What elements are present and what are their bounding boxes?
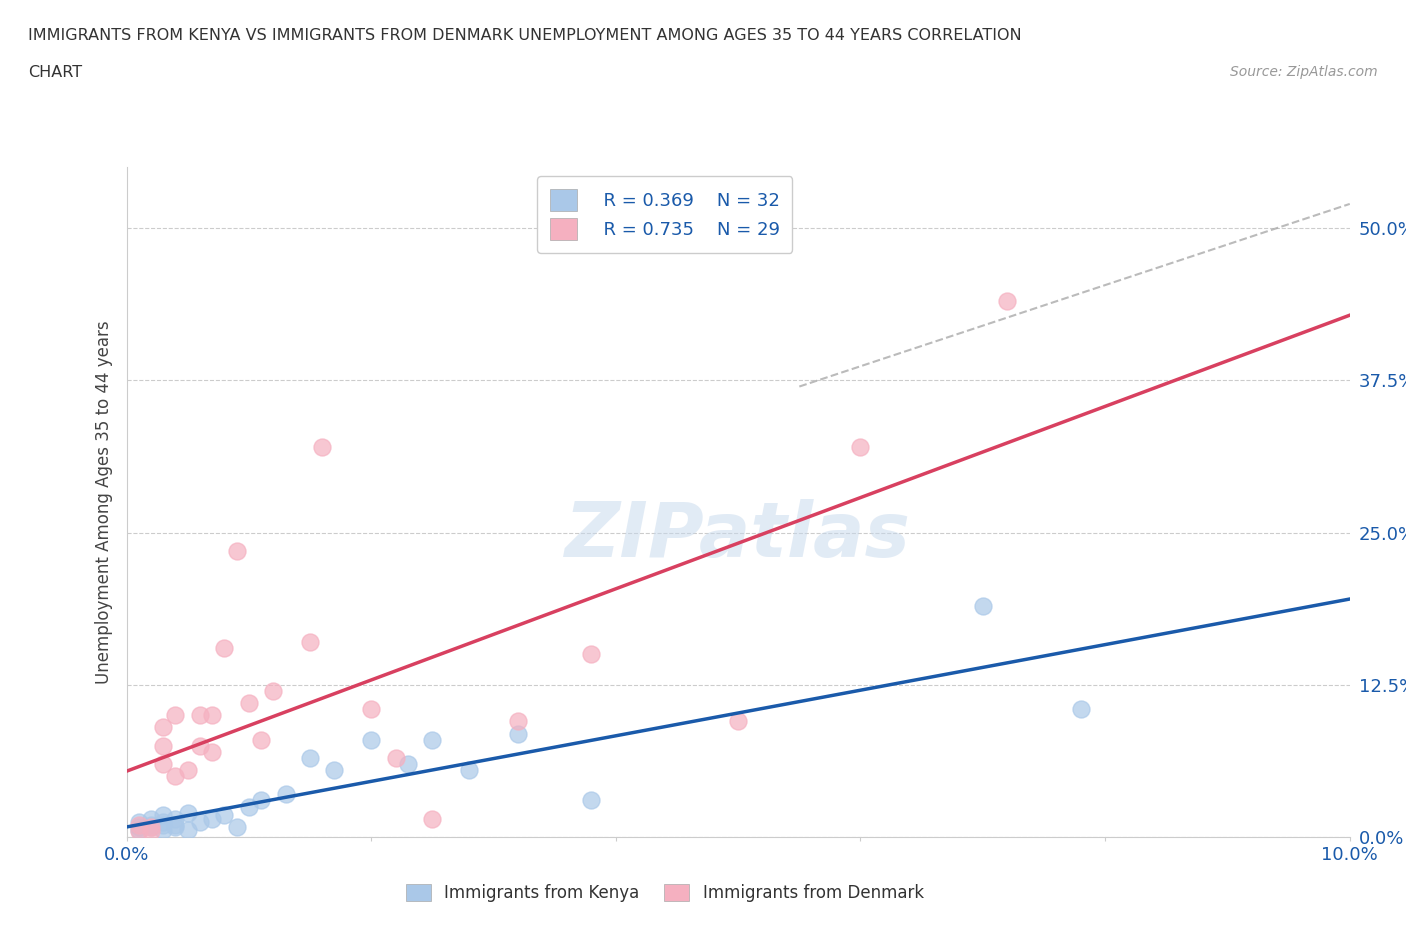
Point [727, 714, 749, 729]
Point [506, 726, 529, 741]
Legend: Immigrants from Kenya, Immigrants from Denmark: Immigrants from Kenya, Immigrants from D… [399, 878, 931, 909]
Point [128, 815, 150, 830]
Point [188, 738, 211, 753]
Point [299, 635, 322, 650]
Point [360, 702, 382, 717]
Point [214, 641, 236, 656]
Point [152, 756, 174, 771]
Text: ZIPatlas: ZIPatlas [565, 498, 911, 573]
Point [139, 817, 162, 832]
Point [422, 811, 444, 826]
Point [299, 751, 322, 765]
Point [188, 815, 211, 830]
Point [311, 440, 333, 455]
Point [972, 598, 994, 613]
Point [238, 696, 260, 711]
Point [274, 787, 297, 802]
Point [165, 817, 187, 832]
Text: CHART: CHART [28, 65, 82, 80]
Point [849, 440, 872, 455]
Point [995, 294, 1018, 309]
Point [458, 763, 481, 777]
Point [128, 820, 150, 835]
Point [165, 820, 187, 835]
Point [422, 732, 444, 747]
Point [238, 799, 260, 814]
Y-axis label: Unemployment Among Ages 35 to 44 years: Unemployment Among Ages 35 to 44 years [94, 321, 112, 684]
Point [225, 820, 247, 835]
Text: Source: ZipAtlas.com: Source: ZipAtlas.com [1230, 65, 1378, 79]
Point [188, 708, 211, 723]
Point [165, 708, 187, 723]
Point [152, 815, 174, 830]
Point [152, 817, 174, 832]
Point [384, 751, 406, 765]
Point [177, 822, 200, 837]
Point [139, 820, 162, 835]
Point [201, 744, 224, 759]
Point [128, 823, 150, 838]
Point [165, 769, 187, 784]
Text: IMMIGRANTS FROM KENYA VS IMMIGRANTS FROM DENMARK UNEMPLOYMENT AMONG AGES 35 TO 4: IMMIGRANTS FROM KENYA VS IMMIGRANTS FROM… [28, 28, 1022, 43]
Point [152, 720, 174, 735]
Point [323, 763, 346, 777]
Point [581, 647, 603, 662]
Point [250, 732, 273, 747]
Point [128, 817, 150, 832]
Point [139, 820, 162, 835]
Point [201, 811, 224, 826]
Point [214, 807, 236, 822]
Point [581, 793, 603, 808]
Point [506, 714, 529, 729]
Point [262, 684, 284, 698]
Point [225, 543, 247, 558]
Point [165, 811, 187, 826]
Point [177, 805, 200, 820]
Point [128, 822, 150, 837]
Point [250, 793, 273, 808]
Point [152, 738, 174, 753]
Point [139, 811, 162, 826]
Point [152, 807, 174, 822]
Point [360, 732, 382, 747]
Point [177, 763, 200, 777]
Point [201, 708, 224, 723]
Point [139, 823, 162, 838]
Point [152, 822, 174, 837]
Point [1070, 702, 1092, 717]
Point [396, 756, 419, 771]
